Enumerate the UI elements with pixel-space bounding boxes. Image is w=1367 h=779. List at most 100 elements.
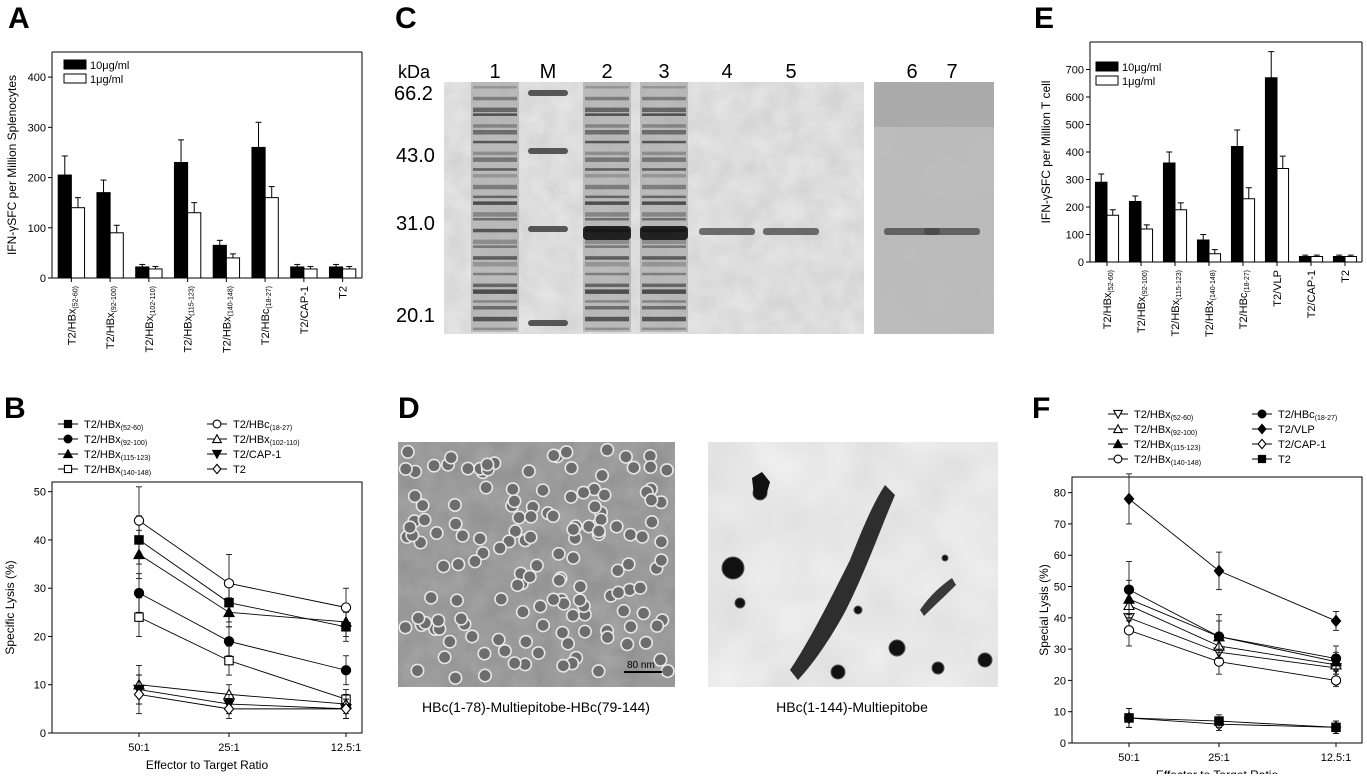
vlp-particle-70 bbox=[635, 529, 650, 544]
gel-lane-band-2-21 bbox=[585, 272, 629, 276]
gel-marker-31: 31.0 bbox=[396, 213, 435, 235]
chart-b-point-7-1 bbox=[223, 702, 235, 716]
vlp-particle-43 bbox=[623, 619, 638, 634]
gel-lane-band-3-9 bbox=[642, 168, 686, 171]
chart-b-point-4-0 bbox=[133, 515, 145, 526]
vlp-particle-107 bbox=[529, 558, 544, 573]
chart-a-category-label-6: T2/CAP-1 bbox=[299, 286, 311, 334]
chart-f-series-line-7 bbox=[1128, 717, 1337, 728]
gel-lane-band-3-13 bbox=[642, 201, 686, 205]
vlp-particle-58 bbox=[477, 668, 492, 683]
chart-f-xtick-label-1: 25:1 bbox=[1208, 752, 1229, 764]
vlp-particle-129 bbox=[411, 611, 426, 626]
vlp-particle-100 bbox=[591, 664, 606, 679]
vlp-particle-29 bbox=[505, 482, 520, 497]
vlp-particle-35 bbox=[518, 634, 533, 649]
vlp-particle-41 bbox=[551, 546, 566, 561]
gel-lane-band-3-12 bbox=[642, 195, 686, 199]
chart-a-ytick-label-0: 0 bbox=[40, 273, 46, 285]
chart-b-point-1-2 bbox=[340, 665, 352, 676]
gel-lane-band-0-22 bbox=[473, 283, 517, 288]
vlp-particle-42 bbox=[659, 463, 674, 478]
gel-lane-band-2-26 bbox=[585, 316, 629, 322]
sds-page-gel: kDa 66.2 43.0 31.0 20.1 1 M 2 3 4 5 6 7 bbox=[394, 61, 994, 334]
chart-f-xlabel: Effector to Target Ratio bbox=[1156, 768, 1279, 774]
chart-a-bar-3-0 bbox=[173, 161, 189, 279]
chart-b-series-line-2 bbox=[138, 554, 347, 623]
chart-b-ytick-label-4: 40 bbox=[34, 535, 46, 547]
panel-label-f: F bbox=[1032, 392, 1050, 425]
chart-a-bar-7-1 bbox=[342, 268, 357, 279]
gel-lane-band-0-6 bbox=[473, 140, 517, 144]
vlp-particle-105 bbox=[424, 590, 439, 605]
vlp-particle-37 bbox=[417, 512, 432, 527]
chart-e-legend-swatch-0 bbox=[1095, 61, 1119, 72]
gel-purified-band-5 bbox=[763, 228, 819, 235]
vlp-particle-74 bbox=[497, 643, 512, 658]
vlp-particle-68 bbox=[577, 624, 592, 639]
chart-b-ytick-label-2: 20 bbox=[34, 631, 46, 643]
chart-b-ytick-label-3: 30 bbox=[34, 583, 46, 595]
chart-f-ytick-label-8: 80 bbox=[1054, 488, 1066, 500]
chart-e-bar-1-1 bbox=[1140, 228, 1154, 263]
chart-b-point-4-1 bbox=[223, 578, 235, 589]
vlp-particle-120 bbox=[633, 580, 648, 595]
vlp-particle-57 bbox=[508, 524, 523, 539]
vlp-particle-56 bbox=[620, 637, 635, 652]
micrograph-left-caption: HBc(1-78)-Multiepitobe-HBc(79-144) bbox=[422, 699, 650, 715]
chart-e-ifn-tcell: 0 100 200 300 400 500 600 700 IFN-γSFC per Milli… bbox=[1039, 41, 1363, 337]
chart-f-legend-marker-5 bbox=[1257, 423, 1267, 435]
gel-lane-band-0-19 bbox=[473, 256, 517, 260]
vlp-particle-7 bbox=[475, 546, 490, 561]
chart-a-ifn-splenocytes: 0 100 200 300 400 IFN-γSFC per Million Spleno… bbox=[5, 51, 363, 353]
chart-f-legend-marker-3 bbox=[1113, 454, 1123, 464]
gel-marker-band-1 bbox=[528, 148, 568, 154]
chart-a-bar-2-0 bbox=[135, 266, 150, 279]
gel-lane-band-2-1 bbox=[585, 96, 629, 101]
chart-e-category-label-3: T2/HBx(140-148) bbox=[1204, 270, 1217, 337]
gel-lane-band-2-25 bbox=[585, 306, 629, 310]
chart-b-legend-label-2: T2/HBx(115-123) bbox=[84, 449, 151, 462]
vlp-particle-75 bbox=[616, 603, 631, 618]
gel-marker-20: 20.1 bbox=[396, 305, 435, 327]
chart-f-ytick-label-6: 60 bbox=[1054, 550, 1066, 562]
gel-lane-band-3-20 bbox=[642, 262, 686, 267]
chart-f-ytick-label-2: 20 bbox=[1054, 675, 1066, 687]
chart-f-point-3-2 bbox=[1330, 675, 1342, 686]
chart-b-legend-label-4: T2/HBc(18-27) bbox=[233, 419, 292, 432]
aggregate-dot-8 bbox=[941, 554, 949, 562]
gel-lane-band-0-8 bbox=[473, 157, 517, 162]
vlp-particle-4 bbox=[609, 519, 624, 534]
chart-e-ytick-label-1: 100 bbox=[1066, 230, 1084, 242]
chart-b-legend-marker-5 bbox=[211, 433, 223, 444]
chart-e-category-label-5: T2/VLP bbox=[1272, 270, 1284, 307]
gel-lane-band-2-18 bbox=[585, 245, 629, 248]
chart-f-legend-label-5: T2/VLP bbox=[1278, 424, 1315, 436]
chart-a-bar-1-0 bbox=[96, 192, 111, 279]
micrograph-right-caption: HBc(1-144)-Multiepitobe bbox=[776, 699, 928, 715]
aggregate-clump-top bbox=[752, 472, 770, 496]
chart-b-legend-label-3: T2/HBx(140-148) bbox=[84, 464, 151, 477]
vlp-particle-67 bbox=[555, 625, 570, 640]
vlp-particle-136 bbox=[621, 557, 636, 572]
vlp-particle-104 bbox=[480, 457, 495, 472]
chart-f-legend-marker-6 bbox=[1257, 438, 1267, 450]
chart-f-ytick-label-7: 70 bbox=[1054, 519, 1066, 531]
vlp-particle-53 bbox=[587, 499, 602, 514]
chart-e-category-label-0: T2/HBx(52-60) bbox=[1102, 270, 1115, 329]
chart-b-point-1-0 bbox=[133, 587, 145, 599]
scale-bar bbox=[624, 671, 662, 673]
gel-unit-label: kDa bbox=[398, 62, 431, 82]
vlp-particle-142 bbox=[400, 444, 415, 459]
gel-lane-band-0-14 bbox=[473, 212, 517, 217]
chart-f-point-7-2 bbox=[1331, 722, 1341, 733]
chart-b-point-1-1 bbox=[223, 636, 235, 647]
gel-marker-66: 66.2 bbox=[394, 83, 433, 105]
gel-lane-band-0-7 bbox=[473, 151, 517, 156]
vlp-particle-24 bbox=[566, 550, 581, 565]
chart-a-category-label-1: T2/HBx(92-100) bbox=[105, 286, 118, 349]
aggregate-streak-small bbox=[920, 578, 956, 616]
gel-lane-band-2-17 bbox=[585, 239, 629, 245]
aggregate-dot-4 bbox=[888, 639, 906, 657]
chart-f-xtick-label-2: 12.5:1 bbox=[1321, 752, 1352, 764]
